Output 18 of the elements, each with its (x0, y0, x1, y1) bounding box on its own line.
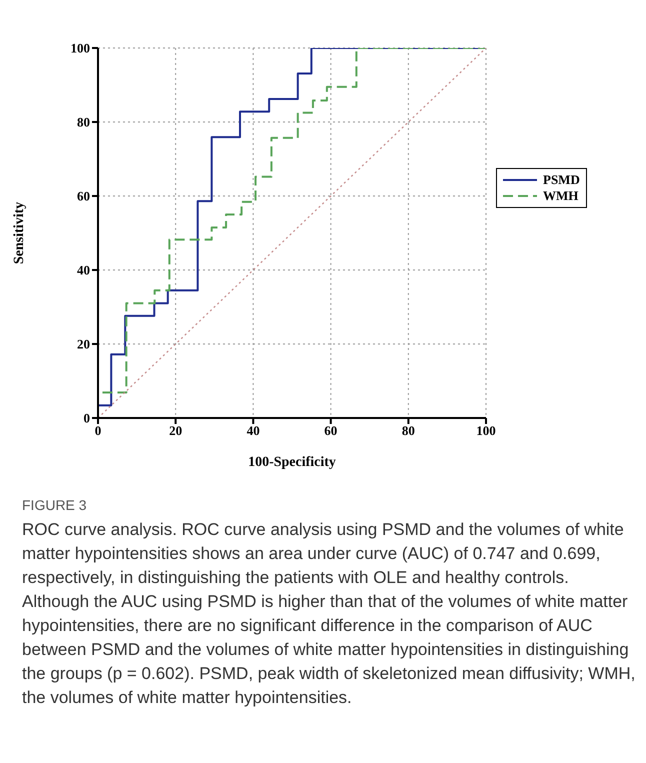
x-tick-label: 20 (169, 423, 182, 438)
caption: FIGURE 3 (22, 496, 88, 515)
y-tick-label: 0 (84, 410, 90, 426)
x-tick-label: 100 (476, 423, 496, 438)
x-tick-label: 60 (324, 423, 338, 438)
x-tick-label: 40 (246, 423, 260, 438)
x-tick-label: 80 (402, 423, 415, 438)
x-axis-title: 100-Specificity (248, 455, 336, 470)
legend-label: WMH (543, 188, 578, 204)
text: ROC curve analysis. ROC curve analysis using PSMD and the volumes of white matter hypointensities shows an area under curve (AUC) of 0.747 and 0.699, respectively, in distinguishing the patients with OLE and healthy controls. Although the AUC using PSMD is higher than that of the volumes of white matter hypointensities, there are no significant difference in the comparison of AUC between PSMD and the volumes of white matter hypointensities in distinguishing the groups (p = 0.602). PSMD, peak width of skeletonized mean diffusivity; WMH, the volumes of white matter hypointensities. (22, 519, 636, 709)
y-tick-label: 60 (77, 188, 90, 204)
y-axis-title: Sensitivity (12, 202, 27, 264)
y-tick-label: 20 (77, 336, 90, 352)
y-tick-label: 80 (77, 114, 90, 130)
y-tick-label: 40 (77, 262, 90, 278)
legend-label: PSMD (543, 172, 580, 188)
x-tick-label: 0 (94, 423, 102, 438)
y-tick-label: 100 (70, 40, 90, 56)
